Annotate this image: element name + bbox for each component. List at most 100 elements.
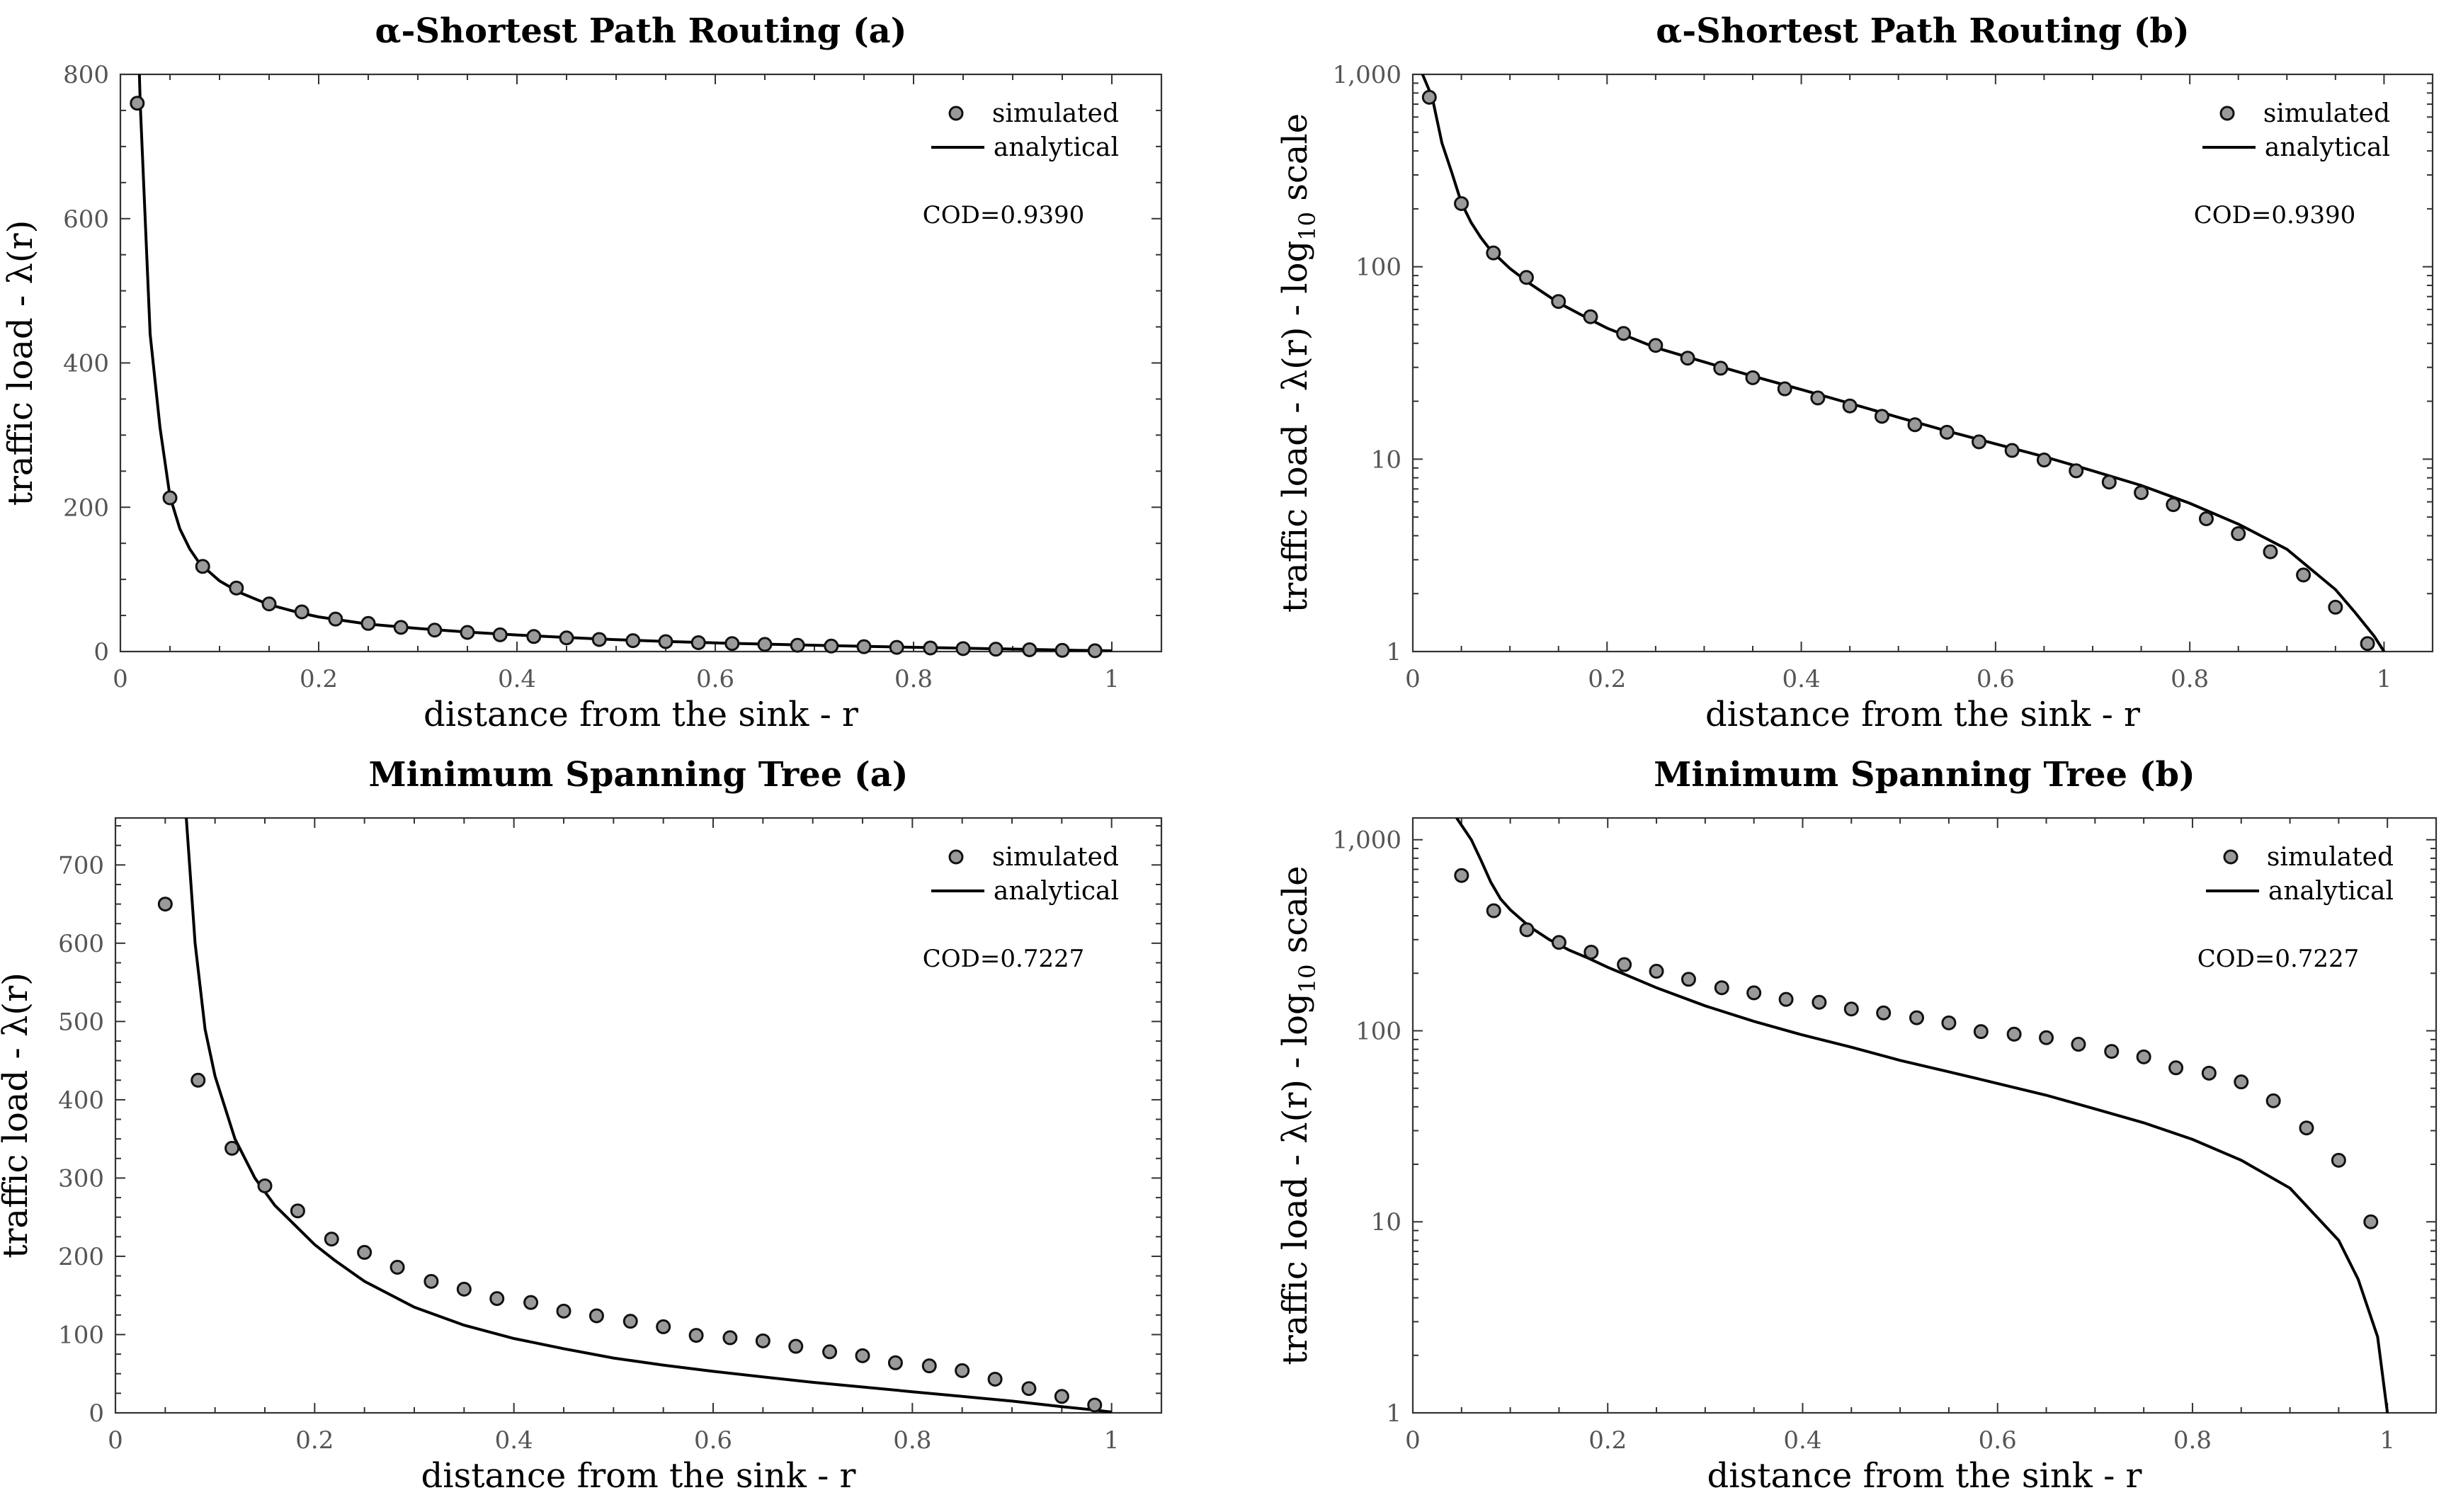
simulated-point <box>1874 409 1889 424</box>
x-tick-label: 0.8 <box>2173 1426 2212 1455</box>
simulated-point <box>2166 497 2181 513</box>
y-tick-label: 10 <box>1371 1208 1401 1237</box>
simulated-point <box>492 627 508 642</box>
simulated-point <box>588 1308 604 1324</box>
y-tick-label: 100 <box>1355 1017 1401 1045</box>
simulated-point <box>757 637 773 652</box>
y-tick-label: 1 <box>1386 638 1401 666</box>
simulated-point <box>591 632 607 647</box>
simulated-point <box>1973 1024 1989 1040</box>
simulated-point <box>855 1348 870 1363</box>
simulated-point <box>1649 963 1664 979</box>
chart-title: Minimum Spanning Tree (a) <box>368 755 908 795</box>
simulated-point <box>1778 991 1794 1007</box>
simulated-point <box>2201 1065 2217 1081</box>
simulated-point <box>2071 1037 2086 1052</box>
simulated-point <box>389 1259 405 1275</box>
y-tick-label: 1 <box>1386 1399 1401 1428</box>
simulated-point <box>2263 544 2278 559</box>
simulated-point <box>955 1363 970 1378</box>
simulated-point <box>559 630 574 646</box>
x-tick-label: 0 <box>1405 665 1421 693</box>
simulated-point <box>2299 1120 2314 1136</box>
simulated-point <box>1777 381 1792 397</box>
y-tick-label: 1,000 <box>1333 826 1401 855</box>
simulated-point <box>162 490 178 506</box>
x-tick-label: 0.2 <box>295 1426 334 1455</box>
simulated-point <box>427 623 443 638</box>
y-tick-label: 400 <box>63 350 109 378</box>
simulated-point <box>1518 270 1534 285</box>
simulated-point <box>294 604 309 620</box>
legend-label-analytical: analytical <box>2268 877 2394 906</box>
simulated-point <box>257 1178 273 1193</box>
simulated-point <box>1021 1381 1037 1397</box>
simulated-point <box>526 629 542 644</box>
simulated-point <box>2136 1049 2151 1064</box>
x-axis-label: distance from the sink - r <box>1705 695 2140 734</box>
analytical-curve <box>137 74 1113 652</box>
simulated-point <box>625 633 641 649</box>
simulated-point <box>2363 1214 2379 1229</box>
x-tick-label: 0.6 <box>1977 665 2015 693</box>
y-tick-label: 1,000 <box>1333 61 1401 89</box>
x-axis-label: distance from the sink - r <box>1707 1456 2142 1496</box>
simulated-point <box>921 1358 937 1374</box>
simulated-point <box>1746 985 1762 1001</box>
legend-label-analytical: analytical <box>994 133 1119 162</box>
analytical-curve <box>185 818 1112 1413</box>
x-tick-label: 0 <box>1405 1426 1421 1455</box>
y-tick-label: 700 <box>58 851 104 880</box>
simulated-point <box>1454 195 1469 211</box>
legend-label-analytical: analytical <box>994 877 1119 906</box>
x-tick-label: 0.8 <box>893 1426 931 1455</box>
simulated-point <box>688 1328 704 1343</box>
chart-panel-3: Minimum Spanning Tree (a)0 0.2 0.4 0.6 0.8 10… <box>0 755 1163 1496</box>
simulated-point <box>2198 511 2214 526</box>
simulated-point <box>987 1371 1003 1387</box>
simulated-point <box>1680 351 1695 366</box>
legend-label-analytical: analytical <box>2265 133 2390 162</box>
simulated-point <box>460 625 475 640</box>
x-tick-label: 0.2 <box>300 665 338 693</box>
simulated-point <box>822 1344 838 1360</box>
simulated-point <box>1939 424 1955 440</box>
simulated-point <box>1812 994 1827 1010</box>
simulated-point <box>523 1295 539 1310</box>
simulated-point <box>1054 642 1070 658</box>
x-tick-label: 1 <box>1104 665 1120 693</box>
legend-marker-simulated <box>948 106 964 121</box>
legend-label-simulated: simulated <box>2267 843 2394 872</box>
simulated-point <box>2360 636 2375 652</box>
simulated-point <box>889 640 904 655</box>
simulated-point <box>658 634 673 649</box>
simulated-point <box>2104 1044 2120 1059</box>
x-tick-label: 0.6 <box>696 665 734 693</box>
x-tick-label: 1 <box>1104 1426 1120 1455</box>
chart-title: Minimum Spanning Tree (b) <box>1654 755 2195 795</box>
simulated-point <box>856 639 872 654</box>
simulated-point <box>1454 868 1469 883</box>
simulated-point <box>2168 1060 2184 1076</box>
simulated-point <box>2039 1030 2054 1045</box>
analytical-curve <box>1455 818 2389 1413</box>
simulated-point <box>1681 972 1696 987</box>
simulated-point <box>2069 463 2084 479</box>
y-tick-label: 800 <box>63 61 109 89</box>
simulated-point <box>1616 326 1632 341</box>
cod-annotation: COD=0.9390 <box>2194 201 2356 229</box>
y-axis-label: traffic load - λ(r) <box>0 972 35 1258</box>
cod-annotation: COD=0.7227 <box>923 945 1085 973</box>
plot-frame <box>1411 817 2438 1414</box>
simulated-point <box>1551 935 1566 950</box>
simulated-point <box>1486 245 1501 261</box>
y-tick-label: 0 <box>93 638 109 666</box>
simulated-point <box>229 580 244 596</box>
simulated-point <box>2231 526 2246 542</box>
chart-panel-1: α-Shortest Path Routing (a) 0 0.2 0.4 0.6 0.8… <box>1 11 1163 734</box>
simulated-point <box>824 638 839 654</box>
plot-frame <box>1411 73 2434 653</box>
simulated-point <box>1941 1015 1957 1030</box>
chart-panel-4: Minimum Spanning Tree (b) 0 0.2 0.4 0.6 0.8 1 1… <box>1275 755 2438 1496</box>
